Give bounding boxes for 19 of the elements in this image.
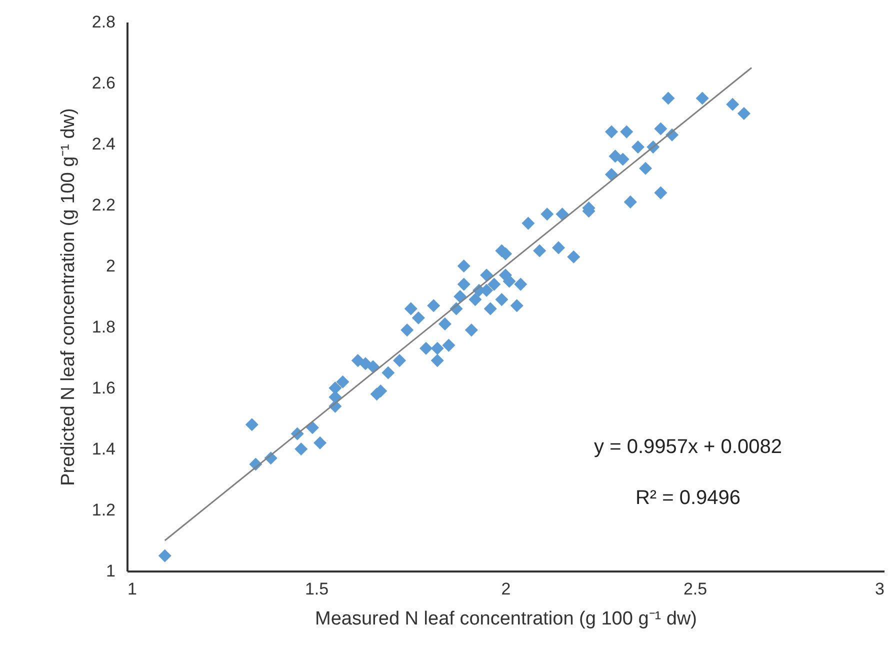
y-axis-title: Predicted N leaf concentration (g 100 g⁻¹ dw) — [58, 108, 79, 486]
y-tick-label: 1.2 — [92, 500, 116, 520]
annotation: y = 0.9957x + 0.0082 — [594, 436, 782, 458]
x-tick-label: 2.5 — [683, 580, 708, 598]
y-tick-label: 1.6 — [92, 378, 116, 398]
y-tick-label: 1.4 — [92, 440, 116, 458]
y-tick-label: 2 — [106, 256, 116, 276]
x-tick-label: 2 — [501, 580, 511, 598]
y-tick-label: 2.8 — [92, 12, 116, 32]
y-tick-label: 2.6 — [92, 74, 116, 92]
y-tick-label: 1 — [106, 562, 116, 580]
x-axis-title: Measured N leaf concentration (g 100 g⁻¹ dw) — [315, 608, 697, 630]
y-tick-label: 2.4 — [92, 134, 116, 154]
x-tick-label: 1.5 — [304, 580, 329, 598]
x-tick-label: 3 — [875, 580, 884, 598]
y-tick-label: 1.8 — [92, 318, 116, 336]
x-tick-label: 1 — [128, 580, 137, 598]
y-tick-label: 2.2 — [92, 196, 116, 214]
annotation: R² = 0.9496 — [635, 487, 741, 509]
